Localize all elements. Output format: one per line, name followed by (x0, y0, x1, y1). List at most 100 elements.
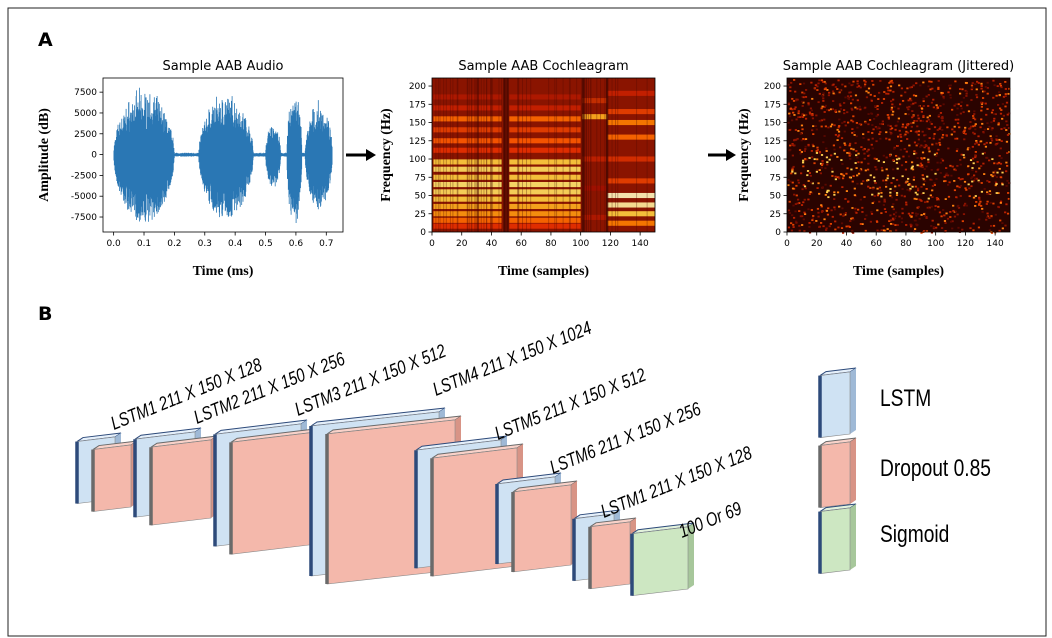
spectrogram-streak (467, 78, 468, 232)
y-axis-label: Frequency (Hz) (737, 108, 752, 202)
speckle (932, 185, 934, 187)
speckle (937, 129, 939, 131)
y-tick-label: 7500 (74, 88, 97, 98)
speckle (790, 222, 792, 224)
speckle (907, 113, 909, 115)
speckle (876, 209, 878, 211)
speckle (787, 179, 789, 181)
speckle (831, 168, 833, 170)
speckle (940, 162, 942, 164)
speckle (855, 94, 857, 96)
speckle (915, 192, 917, 194)
spectrogram-streak (471, 78, 472, 232)
speckle (803, 83, 805, 85)
speckle (999, 220, 1001, 222)
speckle (893, 213, 895, 215)
speckle (849, 226, 851, 228)
speckle (992, 109, 994, 111)
speckle (987, 93, 989, 95)
y-tick-label: 0 (775, 228, 781, 238)
speckle (990, 202, 992, 204)
speckle (995, 135, 997, 137)
speckle (878, 201, 880, 203)
speckle (917, 143, 919, 145)
speckle (902, 212, 904, 214)
speckle (920, 120, 922, 122)
speckle (851, 109, 853, 111)
speckle (834, 221, 836, 223)
speckle (851, 207, 853, 209)
x-axis-label: Time (ms) (193, 264, 254, 279)
speckle (928, 198, 930, 200)
waveform (114, 88, 333, 223)
speckle (965, 133, 967, 135)
speckle (804, 185, 806, 187)
speckle (949, 181, 951, 183)
speckle (827, 214, 829, 216)
speckle (793, 217, 795, 219)
speckle (963, 97, 965, 99)
speckle (825, 184, 827, 186)
speckle (856, 175, 858, 177)
speckle (841, 222, 843, 224)
speckle (915, 213, 917, 215)
speckle (939, 105, 941, 107)
speckle (965, 189, 967, 191)
speckle (922, 115, 924, 117)
speckle (995, 214, 997, 216)
speckle (901, 195, 903, 197)
speckle (834, 153, 836, 155)
speckle (950, 175, 952, 177)
speckle (913, 150, 915, 152)
speckle (855, 142, 857, 144)
speckle (980, 118, 982, 120)
speckle (802, 160, 804, 162)
speckle (831, 175, 833, 177)
speckle (999, 108, 1001, 110)
speckle (955, 119, 957, 121)
speckle (834, 209, 836, 211)
speckle (876, 105, 878, 107)
speckle (1005, 88, 1007, 90)
speckle (803, 114, 805, 116)
speckle (826, 164, 828, 166)
speckle (978, 180, 980, 182)
x-tick-label: 0.5 (258, 239, 272, 249)
speckle (799, 230, 801, 232)
x-tick-label: 20 (811, 239, 823, 249)
speckle (971, 169, 973, 171)
speckle (848, 98, 850, 100)
speckle (822, 106, 824, 108)
speckle (897, 136, 899, 138)
speckle (854, 208, 856, 210)
speckle (986, 213, 988, 215)
speckle (837, 139, 839, 141)
speckle (856, 167, 858, 169)
speckle (906, 125, 908, 127)
speckle (963, 154, 965, 156)
speckle (982, 163, 984, 165)
speckle (838, 111, 840, 113)
speckle (952, 205, 954, 207)
speckle (994, 84, 996, 86)
x-tick-label: 0.0 (106, 239, 121, 249)
speckle (1000, 109, 1002, 111)
speckle (892, 203, 894, 205)
speckle (1007, 213, 1009, 215)
speckle (930, 81, 932, 83)
speckle (1001, 118, 1003, 120)
speckle (963, 213, 965, 215)
speckle (906, 189, 908, 191)
plot-title: Sample AAB Audio (162, 59, 283, 74)
x-tick-label: 0.6 (289, 239, 304, 249)
speckle (914, 142, 916, 144)
speckle (912, 103, 914, 105)
speckle (1002, 227, 1004, 229)
speckle (812, 125, 814, 127)
speckle (896, 194, 898, 196)
speckle (861, 183, 863, 185)
x-tick-label: 80 (545, 239, 557, 249)
speckle (905, 202, 907, 204)
speckle (944, 176, 946, 178)
legend-label: Sigmoid (880, 520, 949, 548)
